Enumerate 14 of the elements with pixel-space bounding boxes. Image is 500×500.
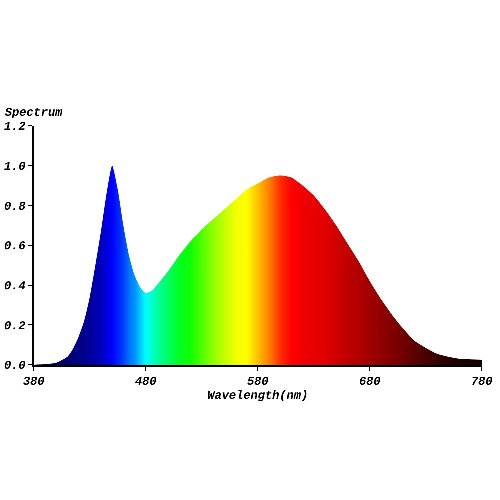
y-tick-label: 0.6	[4, 240, 26, 254]
y-tick-label: 0.8	[4, 200, 26, 214]
y-tick-label: 1.0	[4, 160, 26, 174]
x-tick-label: 680	[359, 375, 381, 390]
y-tick-label: 0.4	[4, 280, 26, 294]
y-tick-label: 1.2	[4, 120, 26, 134]
x-tick-label: 780	[471, 375, 493, 390]
x-tick-label: 480	[135, 375, 157, 390]
y-tick-label: 0.0	[4, 359, 26, 374]
y-axis-title: Spectrum	[5, 106, 64, 120]
x-tick-label: 380	[23, 375, 45, 390]
y-tick-label: 0.2	[4, 319, 26, 334]
x-axis-title: Wavelength(nm)	[208, 389, 308, 404]
x-tick-label: 580	[247, 375, 269, 390]
